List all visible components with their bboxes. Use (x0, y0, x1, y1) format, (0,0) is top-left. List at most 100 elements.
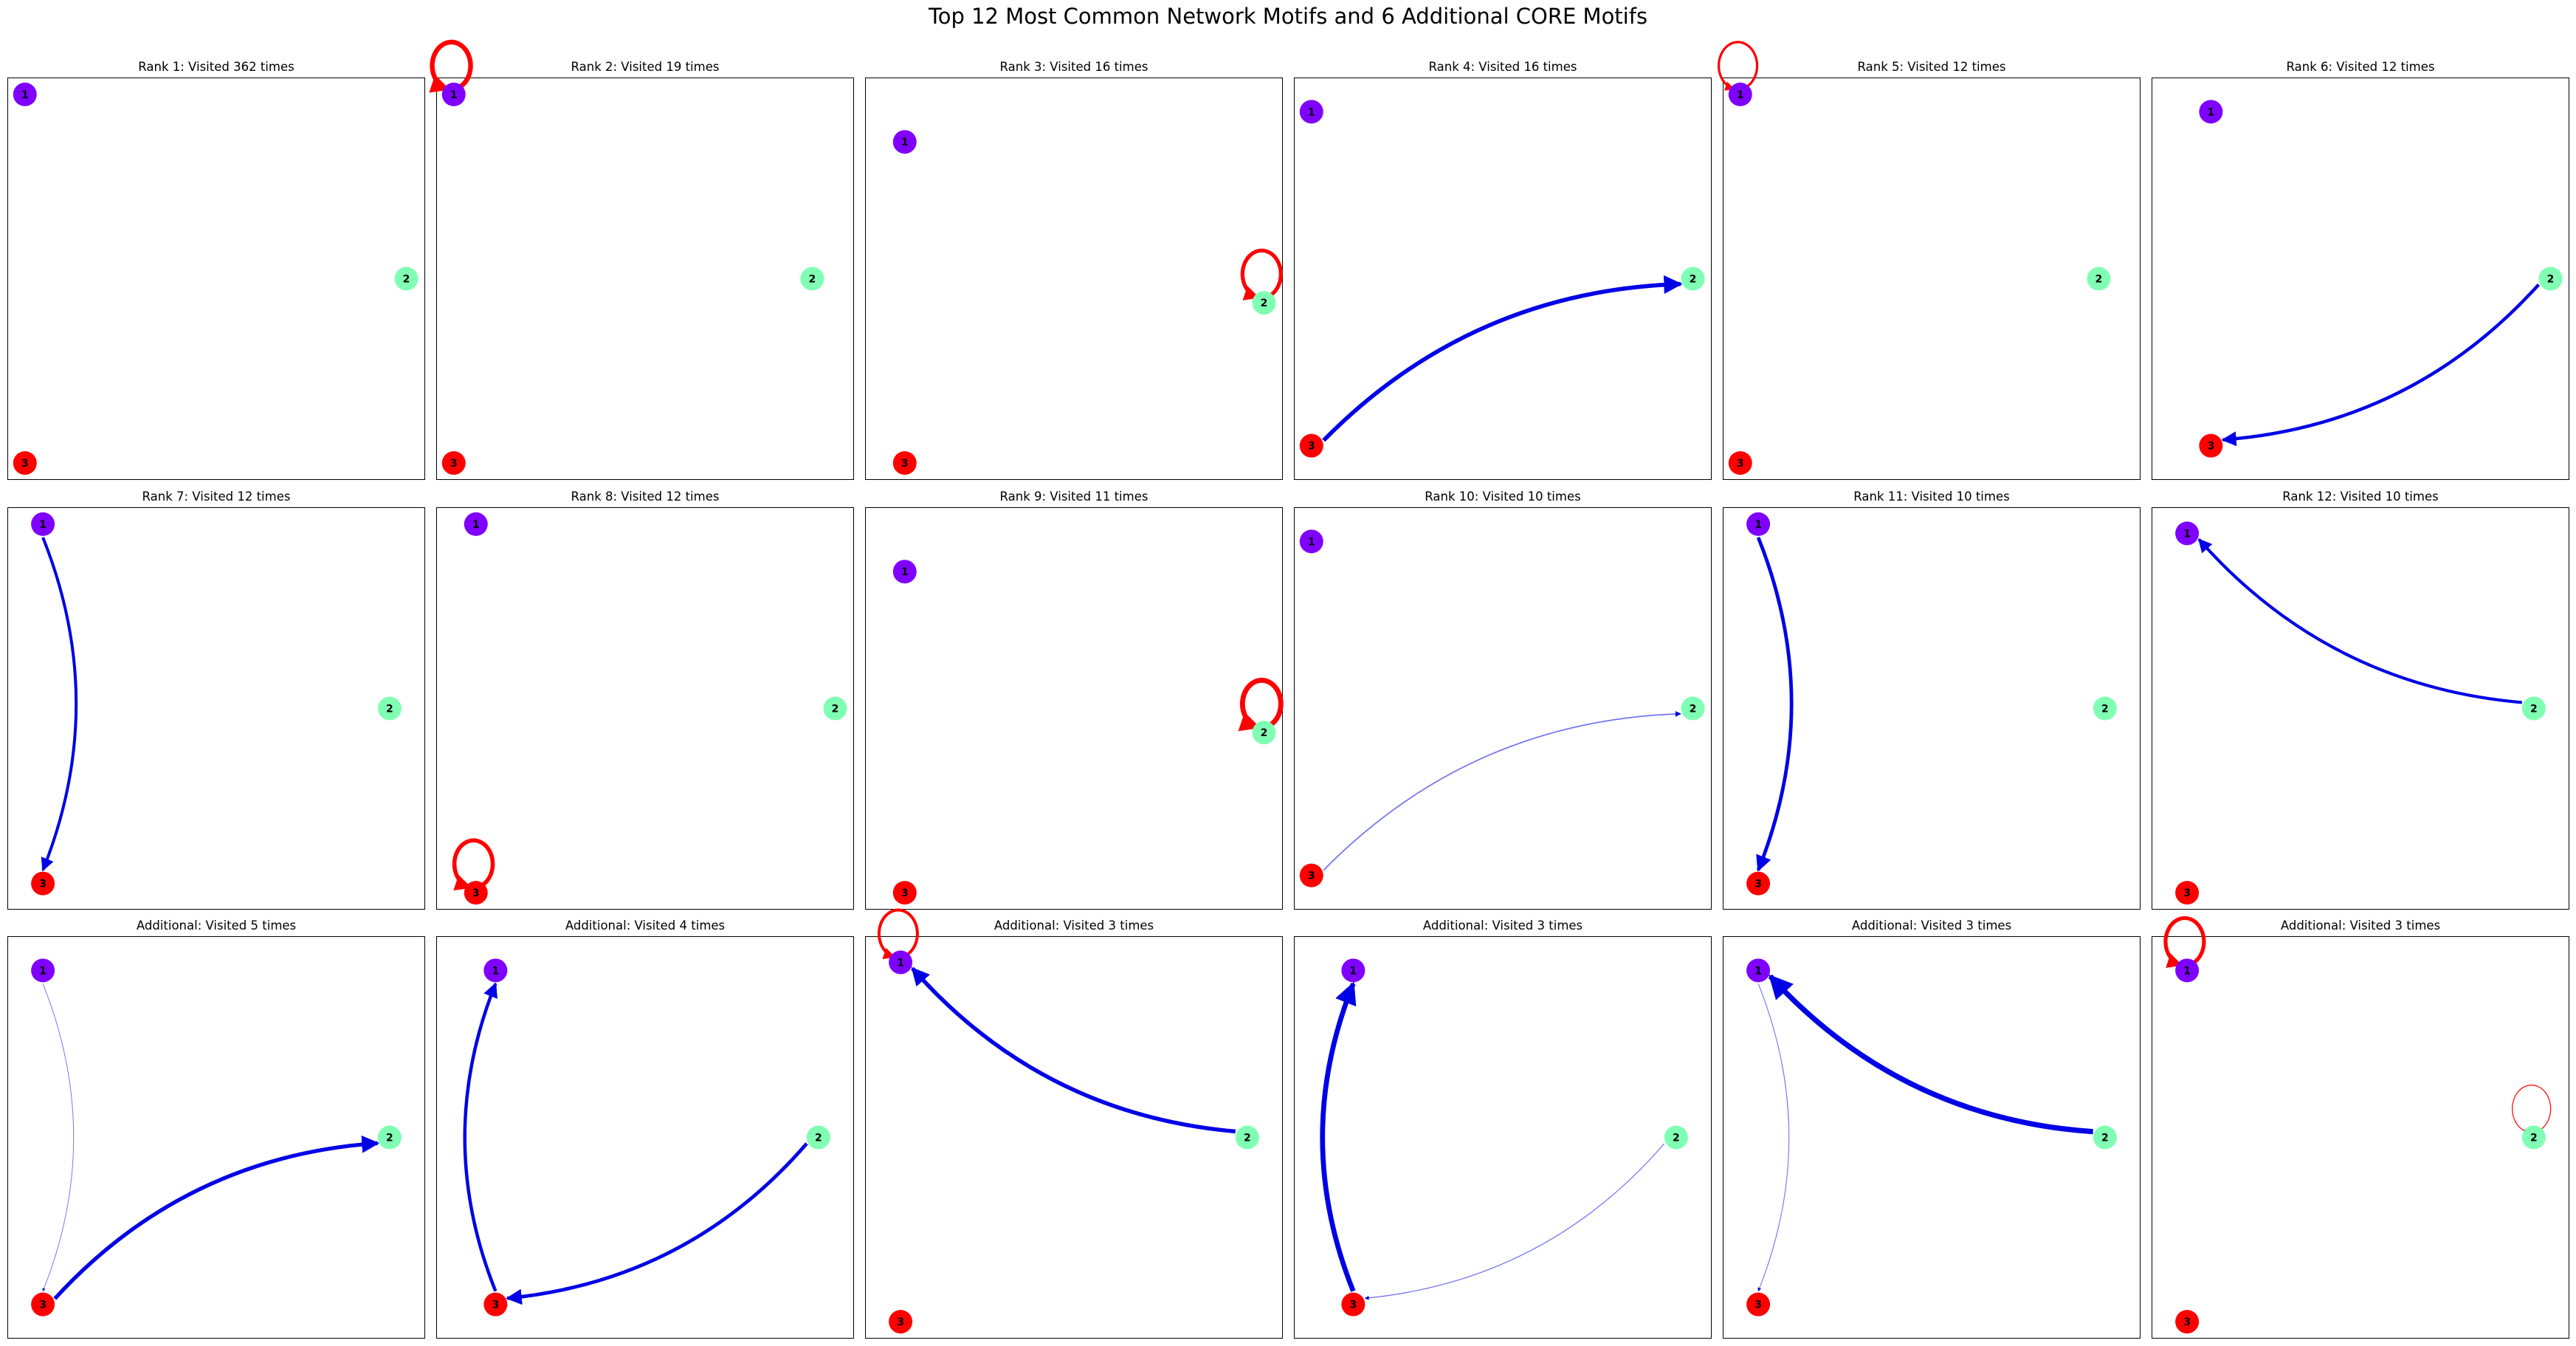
self-loop-edge (877, 908, 919, 959)
node-label: 1 (472, 519, 480, 531)
node-3 (2199, 433, 2223, 458)
directed-edge (506, 1142, 808, 1305)
node-label: 2 (386, 704, 393, 715)
node-2 (2093, 696, 2117, 721)
node-label: 2 (403, 274, 410, 286)
motif-graph: 1 2 3 (1299, 100, 1705, 458)
node-label: 2 (386, 1133, 393, 1144)
node-label: 2 (1690, 704, 1697, 715)
node-label: 3 (1737, 458, 1744, 470)
panel-title: Rank 11: Visited 10 times (1853, 490, 2010, 504)
motif-panel (1294, 507, 1712, 910)
node-label: 3 (1754, 879, 1762, 890)
node-label: 1 (1754, 519, 1762, 531)
node-2 (377, 696, 402, 721)
node-1 (31, 512, 55, 536)
node-1 (13, 82, 37, 106)
self-loop-edge (452, 838, 495, 890)
motif-graph: 1 2 3 (1320, 958, 1688, 1316)
node-1 (889, 950, 913, 975)
node-label: 1 (897, 957, 904, 969)
node-3 (464, 881, 488, 905)
node-3 (1728, 451, 1752, 475)
node-label: 1 (21, 89, 29, 101)
motif-graph: 1 2 3 (2199, 100, 2563, 458)
motif-graph: 1 2 3 (13, 82, 419, 475)
figure-title: Top 12 Most Common Network Motifs and 6 … (928, 4, 1648, 29)
motif-panel (865, 936, 1283, 1339)
panel-title: Rank 3: Visited 16 times (999, 60, 1148, 74)
node-3 (1299, 433, 1323, 458)
panel-title: Rank 9: Visited 11 times (999, 490, 1148, 504)
motif-panel (2152, 936, 2569, 1339)
node-label: 3 (450, 458, 458, 470)
panel-title: Rank 2: Visited 19 times (571, 60, 720, 74)
node-label: 1 (2183, 965, 2191, 977)
node-3 (483, 1292, 508, 1316)
panel-title: Rank 6: Visited 12 times (2286, 60, 2435, 74)
node-1 (892, 130, 917, 154)
directed-edge (42, 983, 75, 1292)
motif-graph: 1 2 3 (31, 958, 402, 1316)
node-2 (394, 267, 419, 291)
node-label: 2 (1690, 274, 1697, 286)
node-3 (1746, 1292, 1771, 1316)
node-1 (2175, 521, 2200, 546)
node-2 (1681, 267, 1705, 291)
motif-graph: 1 2 3 (892, 560, 1284, 905)
motif-graph: 1 2 3 (31, 512, 402, 896)
node-label: 3 (492, 1299, 499, 1311)
node-2 (806, 1125, 830, 1150)
node-label: 1 (2183, 528, 2191, 540)
motif-graph: 1 2 3 (2163, 916, 2552, 1334)
motif-graph: 1 2 3 (2175, 521, 2546, 905)
motif-panel (1723, 936, 2141, 1339)
panel-title: Additional: Visited 4 times (565, 918, 726, 933)
node-1 (31, 958, 55, 983)
directed-edge (463, 982, 497, 1292)
node-1 (1746, 512, 1771, 536)
panel-title: Additional: Visited 3 times (1422, 918, 1583, 933)
node-label: 1 (1308, 106, 1315, 118)
motif-graph: 1 2 3 (1299, 529, 1705, 887)
node-2 (1681, 696, 1705, 721)
directed-edge (911, 966, 1236, 1134)
node-label: 2 (2530, 1133, 2538, 1144)
motif-graph: 1 2 3 (463, 958, 830, 1316)
panel-title: Additional: Visited 3 times (1851, 918, 2012, 933)
node-label: 3 (2183, 1316, 2191, 1328)
node-1 (1728, 82, 1752, 106)
node-label: 3 (39, 879, 47, 890)
node-3 (1746, 871, 1771, 896)
self-loop-edge (2512, 1085, 2552, 1133)
node-label: 3 (39, 1299, 47, 1311)
directed-edge (1768, 974, 2093, 1135)
panel-title: Additional: Visited 3 times (993, 918, 1154, 933)
node-label: 1 (39, 519, 47, 531)
node-label: 2 (815, 1133, 822, 1144)
panel-title: Rank 12: Visited 10 times (2282, 490, 2439, 504)
node-1 (2199, 100, 2223, 124)
node-label: 3 (901, 887, 909, 899)
motif-panel (1294, 78, 1712, 480)
node-1 (464, 512, 488, 536)
motif-panel (865, 78, 1283, 480)
self-loop-edge (429, 39, 473, 93)
node-3 (31, 871, 55, 896)
node-label: 2 (809, 274, 816, 286)
directed-edge (1323, 710, 1681, 871)
node-label: 3 (472, 887, 480, 899)
node-label: 2 (1261, 727, 1268, 739)
node-3 (31, 1292, 55, 1316)
node-3 (1341, 1292, 1366, 1316)
node-3 (2175, 1310, 2200, 1334)
node-label: 3 (21, 458, 29, 470)
directed-edge (1364, 1143, 1665, 1300)
node-label: 1 (901, 137, 909, 148)
node-label: 3 (2183, 887, 2191, 899)
node-label: 1 (492, 965, 499, 977)
panel-title: Rank 5: Visited 12 times (1857, 60, 2006, 74)
motif-panel (7, 78, 425, 480)
node-label: 2 (2101, 704, 2109, 715)
panel-title: Rank 10: Visited 10 times (1425, 490, 1581, 504)
